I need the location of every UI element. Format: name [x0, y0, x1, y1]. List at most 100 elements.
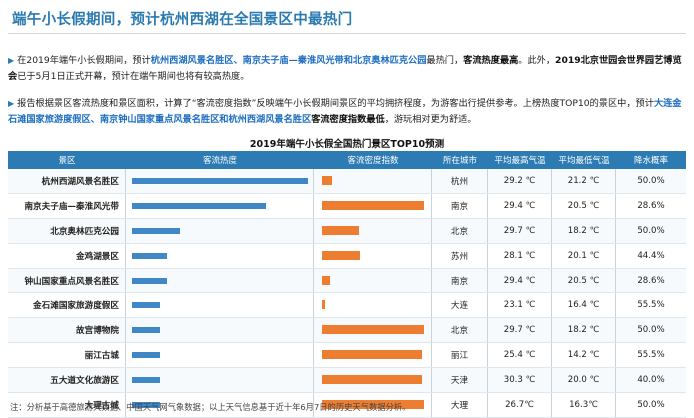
header-name: 景区: [58, 156, 76, 166]
density-bar: [322, 176, 332, 185]
cell-city: 北京: [432, 218, 488, 243]
triangle-bullet-icon: ▶: [8, 99, 15, 108]
cell-scenic-name: 五大道文化旅游区: [8, 368, 126, 393]
heat-bar: [132, 402, 160, 409]
table-row: 金鸡湖景区 苏州 28.1 ℃ 20.1 ℃ 44.4%: [8, 243, 686, 269]
heat-bar: [132, 227, 180, 234]
cell-rain: 44.4%: [637, 250, 665, 261]
table-row: 北京奥林匹克公园 北京 29.7 ℃ 18.2 ℃ 50.0%: [8, 218, 686, 244]
heat-bar: [132, 302, 160, 309]
cell-min-temp: 20.5 ℃: [552, 193, 616, 218]
density-bar: [322, 250, 360, 260]
cell-scenic-name: 故宫博物院: [8, 318, 126, 343]
cell-scenic-name: 南京夫子庙—秦淮风光带: [8, 193, 126, 218]
heat-bar: [132, 252, 167, 259]
cell-max-temp: 29.7 ℃: [488, 218, 552, 243]
cell-max-temp: 29.4 ℃: [488, 268, 552, 293]
p2-text-2: ，游玩相对更为舒适。: [384, 114, 477, 125]
cell-min-temp: 16.4 ℃: [552, 293, 616, 318]
density-bar: [322, 200, 424, 210]
cell-rain: 55.5%: [637, 350, 665, 361]
cell-min-temp: 18.2 ℃: [552, 218, 616, 243]
cell-heat: [126, 169, 314, 193]
cell-rain: 50.0%: [637, 399, 665, 410]
cell-city: 丽江: [432, 343, 488, 368]
p1-bold-heat: 客流热度最高: [463, 55, 519, 66]
cell-max-temp: 25.4 ℃: [488, 343, 552, 368]
cell-city: 天津: [432, 368, 488, 393]
cell-min-temp: 14.2 ℃: [552, 343, 616, 368]
cell-density: [314, 218, 432, 243]
table-title: 2019年端午小长假全国热门景区TOP10预测: [249, 139, 445, 150]
p1-bold-expo: 2019北京世园会世界园艺博览会: [8, 55, 682, 82]
cell-rain: 50.0%: [637, 175, 665, 186]
p1-highlight-scenic: 杭州西湖风景名胜区、南京夫子庙—秦淮风光带和北京奥林匹克公园: [150, 55, 427, 66]
cell-density: [314, 169, 432, 193]
density-bar: [322, 325, 424, 335]
cell-density: [314, 343, 432, 368]
density-bar: [322, 300, 325, 310]
density-bar: [322, 400, 424, 410]
footnote: 注：分析基于高德旅游大数据、中国天气网气象数据；以上天气信息基于近十年6月7日的…: [10, 402, 411, 412]
cell-scenic-name: 钟山国家重点风景名胜区: [8, 268, 126, 293]
cell-min-temp: 20.0 ℃: [552, 368, 616, 393]
header-city: 所在城市: [442, 156, 477, 166]
paragraph-2: ▶ 报告根据景区客流热度和景区面积，计算了“客流密度指数”反映端午小长假期间景区的…: [8, 96, 684, 128]
cell-rain: 50.0%: [637, 225, 665, 236]
heat-bar: [132, 202, 266, 209]
header-rain: 降水概率: [633, 156, 668, 166]
density-bar: [322, 350, 422, 360]
table-row: 故宫博物院 北京 29.7 ℃ 18.2 ℃ 50.0%: [8, 318, 686, 344]
cell-city: 大理: [432, 393, 488, 417]
table-row: 钟山国家重点风景名胜区 南京 29.4 ℃ 20.5 ℃ 28.6%: [8, 268, 686, 294]
cell-rain: 50.0%: [637, 325, 665, 336]
cell-density: [314, 193, 432, 218]
heat-bar: [132, 327, 160, 334]
cell-scenic-name: 金鸡湖景区: [8, 243, 126, 268]
table-header: 景区 客流热度 客流密度指数 所在城市 平均最高气温 平均最低气温 降水概率: [8, 151, 686, 169]
p1-text-4: 已于5月1日正式开幕，预计在端午期间也将有较高热度。: [17, 71, 250, 82]
p1-text-2: 最热门，: [426, 55, 464, 66]
p1-text-1: 在2019年端午小长假期间，预计: [17, 55, 151, 66]
cell-city: 南京: [432, 193, 488, 218]
cell-scenic-name: 金石滩国家旅游度假区: [8, 293, 126, 318]
p2-text-1: 报告根据景区客流热度和景区面积，计算了“客流密度指数”反映端午小长假期间景区的平…: [17, 98, 654, 109]
p1-text-3: 。此外，: [518, 55, 556, 66]
cell-heat: [126, 218, 314, 243]
cell-min-temp: 16.3℃: [552, 393, 616, 417]
paragraph-1: ▶ 在2019年端午小长假期间，预计杭州西湖风景名胜区、南京夫子庙—秦淮风光带和北…: [8, 53, 684, 85]
cell-scenic-name: 大理古城: [8, 393, 126, 417]
table-body: 杭州西湖风景名胜区 杭州 29.2 ℃ 21.2 ℃ 50.0% 南京夫子庙—秦淮风光带 南…: [8, 169, 686, 418]
heat-bar: [132, 377, 160, 384]
heat-bar: [132, 178, 308, 184]
cell-heat: [126, 293, 314, 318]
cell-density: [314, 243, 432, 268]
cell-max-temp: 29.2 ℃: [488, 169, 552, 193]
table-row: 五大道文化旅游区 天津 30.3 ℃ 20.0 ℃ 40.0%: [8, 368, 686, 394]
cell-max-temp: 29.7 ℃: [488, 318, 552, 343]
density-bar: [322, 275, 330, 285]
header-min-temp: 平均最低气温: [558, 156, 610, 166]
page-title: 端午小长假期间，预计杭州西湖在全国景区中最热门: [12, 12, 353, 28]
p2-highlight-scenic: 大连金石滩国家旅游度假区、南京钟山国家重点风景名胜区和杭州西湖风景名胜区: [8, 98, 682, 125]
cell-heat: [126, 193, 314, 218]
p2-bold-density: 客流密度指数最低: [311, 114, 385, 125]
cell-density: [314, 293, 432, 318]
table-row: 金石滩国家旅游度假区 大连 23.1 ℃ 16.4 ℃ 55.5%: [8, 293, 686, 319]
cell-min-temp: 21.2 ℃: [552, 169, 616, 193]
cell-scenic-name: 杭州西湖风景名胜区: [8, 169, 126, 193]
cell-city: 杭州: [432, 169, 488, 193]
cell-max-temp: 26.7℃: [488, 393, 552, 417]
cell-min-temp: 20.5 ℃: [552, 268, 616, 293]
cell-max-temp: 28.1 ℃: [488, 243, 552, 268]
table-row: 丽江古城 丽江 25.4 ℃ 14.2 ℃ 55.5%: [8, 343, 686, 369]
cell-density: [314, 318, 432, 343]
heat-bar: [132, 277, 167, 284]
cell-rain: 40.0%: [637, 375, 665, 386]
cell-heat: [126, 393, 314, 417]
title-divider: [8, 33, 686, 34]
density-bar: [322, 375, 422, 385]
cell-rain: 28.6%: [637, 200, 665, 211]
cell-city: 苏州: [432, 243, 488, 268]
top10-table: 景区 客流热度 客流密度指数 所在城市 平均最高气温 平均最低气温 降水概率 杭…: [8, 151, 686, 418]
